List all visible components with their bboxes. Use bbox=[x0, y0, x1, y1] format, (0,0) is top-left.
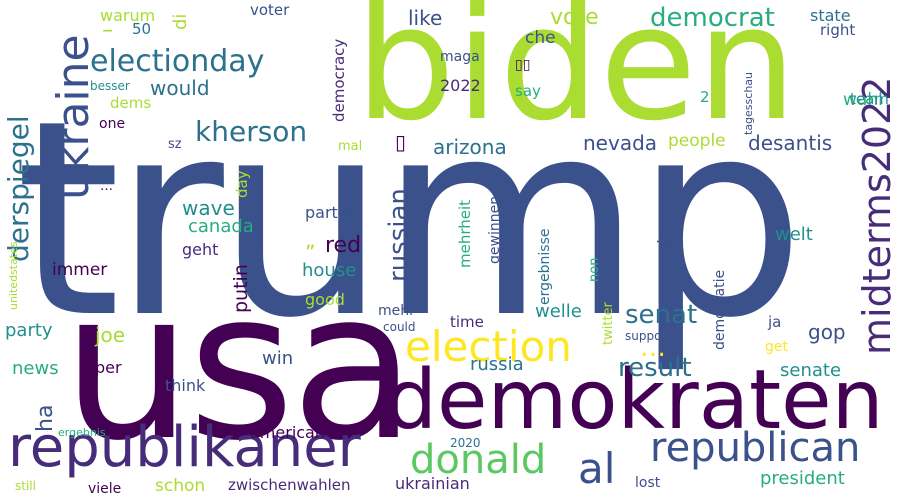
word-nevada: nevada bbox=[583, 131, 658, 155]
word-team: team bbox=[850, 90, 889, 108]
word-russian: russian bbox=[384, 188, 414, 282]
word-welle: welle bbox=[535, 301, 582, 322]
word-electionday: electionday bbox=[90, 44, 265, 79]
word-ellipsis-small: … bbox=[100, 179, 113, 194]
word-wahl: wahl bbox=[843, 90, 883, 110]
word-sz: sz bbox=[168, 137, 182, 152]
word-election: election bbox=[405, 322, 572, 371]
word-one: one bbox=[99, 116, 126, 132]
word-republikaner: republikaner bbox=[8, 415, 361, 480]
word-democrat: democrat bbox=[650, 3, 775, 33]
word-box: ▯ bbox=[395, 130, 407, 154]
word-per: per bbox=[95, 358, 122, 377]
word-al: al bbox=[578, 444, 616, 493]
word-party: party bbox=[5, 320, 53, 341]
word-win: win bbox=[262, 348, 294, 369]
word-demokratie: demokratie bbox=[712, 269, 728, 350]
word-schon: schon bbox=[155, 476, 206, 496]
word-gop: gop bbox=[808, 320, 846, 344]
word-maga: maga bbox=[440, 49, 480, 65]
word-unitedstates: unitedstates bbox=[7, 241, 20, 310]
word-donald: donald bbox=[410, 437, 547, 483]
word-e-grave: è bbox=[712, 163, 722, 181]
word-ja: ja bbox=[768, 313, 782, 331]
word-immer: immer bbox=[52, 260, 108, 280]
word-geht: geht bbox=[182, 240, 219, 259]
word-ergebnisse: ergebnisse bbox=[537, 228, 553, 305]
word-voter: voter bbox=[250, 1, 290, 19]
word-50: 50 bbox=[132, 20, 152, 38]
word-senat: senat bbox=[625, 300, 698, 330]
word-result: result bbox=[618, 353, 692, 383]
word-biden: biden bbox=[355, 0, 797, 156]
word-warum: warum bbox=[100, 6, 156, 25]
word-american: american bbox=[250, 423, 325, 442]
word-could: could bbox=[383, 320, 416, 334]
word-lost: lost bbox=[635, 475, 661, 491]
word-mehrheit: mehrheit bbox=[456, 199, 474, 268]
word-ha: ha bbox=[33, 404, 58, 432]
word-2: 2 bbox=[700, 88, 710, 106]
word-say: say bbox=[515, 82, 541, 100]
word-ergebnis: ergebnis bbox=[58, 426, 106, 439]
word-zwischenwahlen: zwischenwahlen bbox=[228, 476, 351, 494]
word-derspiegel: derspiegel bbox=[2, 115, 35, 262]
word-mehr: mehr bbox=[378, 303, 415, 319]
word-dems: dems bbox=[110, 94, 152, 112]
word-vote: vote bbox=[550, 5, 599, 30]
word-desantis: desantis bbox=[748, 131, 833, 155]
word-state: state bbox=[810, 6, 851, 25]
word-che: che bbox=[525, 28, 556, 48]
word-day: day bbox=[233, 170, 251, 198]
word-2020: 2020 bbox=[450, 436, 481, 450]
word-besser: besser bbox=[90, 79, 130, 93]
word-usa: usa bbox=[62, 248, 416, 486]
word-dash: – bbox=[102, 18, 113, 43]
word-think: think bbox=[165, 376, 206, 395]
word-get: get bbox=[765, 339, 788, 355]
word-kherson: kherson bbox=[195, 115, 308, 148]
word-quote: „ bbox=[305, 228, 316, 252]
word-tagesschau: tagesschau bbox=[742, 72, 755, 135]
word-arizona: arizona bbox=[433, 135, 507, 159]
word-partei: partei bbox=[305, 203, 353, 222]
word-support: support bbox=[625, 329, 672, 343]
word-president: president bbox=[760, 468, 845, 489]
word-ellipsis: … bbox=[640, 333, 666, 363]
word-non: non bbox=[587, 257, 602, 282]
word-putin: putin bbox=[230, 264, 252, 313]
word-good: good bbox=[305, 290, 345, 309]
word-russia: russia bbox=[470, 354, 524, 375]
word-midterms2022: midterms2022 bbox=[855, 76, 899, 355]
word-demokraten: demokraten bbox=[385, 353, 884, 448]
word-would: would bbox=[150, 76, 210, 100]
word-viele: viele bbox=[88, 481, 122, 497]
word-wave: wave bbox=[182, 196, 235, 220]
word-republican: republican bbox=[650, 425, 861, 471]
word-di: di bbox=[170, 13, 191, 30]
word-senate: senate bbox=[780, 360, 842, 381]
word-time: time bbox=[450, 313, 484, 331]
word-ukrainian: ukrainian bbox=[395, 474, 470, 493]
word-still: still bbox=[15, 479, 36, 493]
word-2022: 2022 bbox=[440, 76, 481, 95]
word-welt: welt bbox=[775, 224, 813, 245]
word-canada: canada bbox=[188, 216, 254, 237]
word-house: house bbox=[302, 260, 357, 281]
word-like: like bbox=[408, 6, 443, 30]
word-mal: mal bbox=[338, 139, 363, 154]
word-trump: trump bbox=[15, 62, 805, 377]
word-twitter: twitter bbox=[601, 302, 616, 345]
word-red: red bbox=[325, 233, 362, 258]
word-boxes: ▯▯ bbox=[515, 57, 531, 73]
word-right: right bbox=[820, 21, 856, 39]
word-joe: joe bbox=[95, 323, 126, 347]
word-people: people bbox=[668, 131, 726, 151]
word-georgia: georgia bbox=[655, 228, 675, 293]
word-gewinnen: gewinnen bbox=[487, 195, 503, 264]
word-democracy: democracy bbox=[330, 38, 348, 122]
word-news: news bbox=[12, 358, 59, 379]
